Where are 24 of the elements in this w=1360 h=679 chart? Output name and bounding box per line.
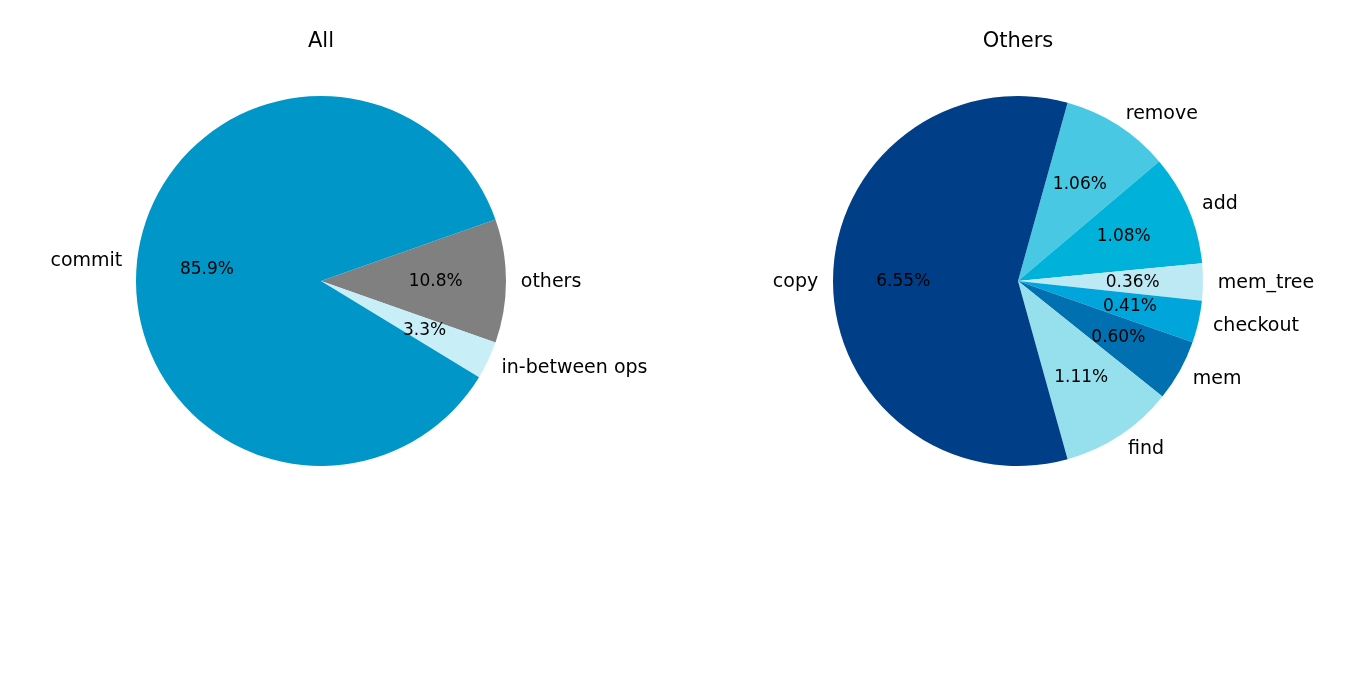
slice-label: add: [1202, 191, 1238, 214]
data-label: 10.8%: [408, 270, 463, 290]
slice-label: commit: [50, 248, 123, 271]
data-label: 85.9%: [179, 258, 234, 279]
data-label: 1.11%: [1054, 365, 1109, 386]
slice-label: checkout: [1212, 313, 1299, 336]
slice-label: find: [1128, 435, 1165, 458]
slice-label: copy: [772, 269, 819, 291]
slice-label: remove: [1125, 100, 1198, 123]
pie-slice: [136, 96, 496, 466]
slice-label: mem_tree: [1217, 270, 1315, 294]
data-label: 0.60%: [1091, 325, 1146, 346]
data-label: 1.06%: [1052, 173, 1107, 194]
slice-label: in-between ops: [501, 354, 648, 377]
data-label: 3.3%: [403, 319, 447, 340]
chart-title: All: [307, 28, 335, 52]
chart-title: Others: [982, 28, 1054, 52]
data-label: 0.36%: [1105, 270, 1160, 291]
data-label: 1.08%: [1096, 225, 1151, 246]
data-label: 0.41%: [1102, 295, 1157, 316]
slice-label: mem: [1192, 365, 1242, 388]
data-label: 6.55%: [876, 270, 931, 290]
pie-slice: [321, 219, 506, 343]
slice-label: others: [520, 269, 582, 291]
